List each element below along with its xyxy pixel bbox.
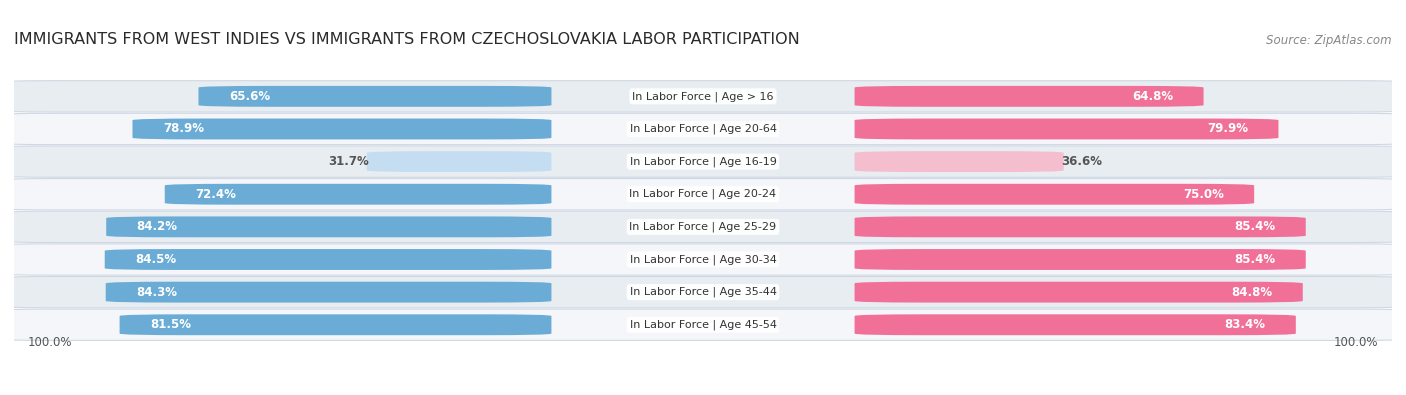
Text: 100.0%: 100.0%	[1334, 336, 1378, 349]
FancyBboxPatch shape	[0, 179, 1406, 210]
FancyBboxPatch shape	[0, 309, 1406, 340]
FancyBboxPatch shape	[132, 118, 551, 139]
Text: 100.0%: 100.0%	[28, 336, 72, 349]
FancyBboxPatch shape	[0, 81, 1406, 112]
Text: In Labor Force | Age 25-29: In Labor Force | Age 25-29	[630, 222, 776, 232]
Text: 84.8%: 84.8%	[1232, 286, 1272, 299]
Text: 81.5%: 81.5%	[150, 318, 191, 331]
Text: 31.7%: 31.7%	[329, 155, 370, 168]
Text: In Labor Force | Age 20-64: In Labor Force | Age 20-64	[630, 124, 776, 134]
Text: In Labor Force | Age 16-19: In Labor Force | Age 16-19	[630, 156, 776, 167]
Text: In Labor Force | Age 35-44: In Labor Force | Age 35-44	[630, 287, 776, 297]
Text: In Labor Force | Age 45-54: In Labor Force | Age 45-54	[630, 320, 776, 330]
Text: 84.2%: 84.2%	[136, 220, 177, 233]
Text: 85.4%: 85.4%	[1234, 253, 1275, 266]
Text: 85.4%: 85.4%	[1234, 220, 1275, 233]
Text: In Labor Force | Age > 16: In Labor Force | Age > 16	[633, 91, 773, 102]
Text: 65.6%: 65.6%	[229, 90, 270, 103]
Text: 75.0%: 75.0%	[1182, 188, 1223, 201]
Text: 83.4%: 83.4%	[1225, 318, 1265, 331]
Text: 84.3%: 84.3%	[136, 286, 177, 299]
FancyBboxPatch shape	[0, 146, 1406, 177]
FancyBboxPatch shape	[855, 118, 1278, 139]
Text: 72.4%: 72.4%	[195, 188, 236, 201]
FancyBboxPatch shape	[165, 184, 551, 205]
Text: 84.5%: 84.5%	[135, 253, 176, 266]
FancyBboxPatch shape	[0, 113, 1406, 145]
FancyBboxPatch shape	[0, 211, 1406, 243]
FancyBboxPatch shape	[855, 184, 1254, 205]
Text: Source: ZipAtlas.com: Source: ZipAtlas.com	[1267, 34, 1392, 47]
FancyBboxPatch shape	[855, 282, 1303, 303]
Text: In Labor Force | Age 20-24: In Labor Force | Age 20-24	[630, 189, 776, 199]
FancyBboxPatch shape	[855, 249, 1306, 270]
Text: 78.9%: 78.9%	[163, 122, 204, 135]
FancyBboxPatch shape	[855, 216, 1306, 237]
Text: IMMIGRANTS FROM WEST INDIES VS IMMIGRANTS FROM CZECHOSLOVAKIA LABOR PARTICIPATIO: IMMIGRANTS FROM WEST INDIES VS IMMIGRANT…	[14, 32, 800, 47]
FancyBboxPatch shape	[855, 86, 1204, 107]
Text: 79.9%: 79.9%	[1208, 122, 1249, 135]
FancyBboxPatch shape	[367, 151, 551, 172]
FancyBboxPatch shape	[105, 282, 551, 303]
FancyBboxPatch shape	[104, 249, 551, 270]
Text: 36.6%: 36.6%	[1062, 155, 1102, 168]
FancyBboxPatch shape	[120, 314, 551, 335]
FancyBboxPatch shape	[855, 151, 1064, 172]
FancyBboxPatch shape	[0, 244, 1406, 275]
FancyBboxPatch shape	[0, 276, 1406, 308]
FancyBboxPatch shape	[107, 216, 551, 237]
FancyBboxPatch shape	[855, 314, 1296, 335]
Text: 64.8%: 64.8%	[1132, 90, 1173, 103]
FancyBboxPatch shape	[198, 86, 551, 107]
Text: In Labor Force | Age 30-34: In Labor Force | Age 30-34	[630, 254, 776, 265]
